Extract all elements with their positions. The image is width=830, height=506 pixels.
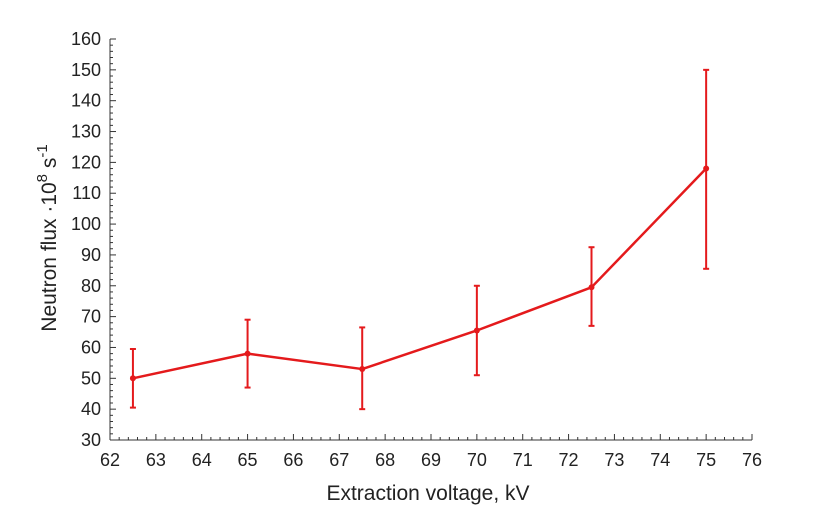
y-tick-label: 130 — [71, 122, 101, 142]
y-axis-label-exponent-1: 8 — [34, 174, 51, 182]
y-tick-label: 160 — [71, 29, 101, 49]
ticks: 62 63 64 65 66 67 68 69 70 71 72 73 74 75 76 30 40 50 60 70… — [71, 29, 762, 470]
y-axis-label-exponent-2: -1 — [34, 144, 51, 157]
y-tick-label: 120 — [71, 152, 101, 172]
x-tick-label: 65 — [238, 450, 258, 470]
x-tick-label: 76 — [742, 450, 762, 470]
x-tick-label: 73 — [604, 450, 624, 470]
y-tick-label: 50 — [81, 368, 101, 388]
y-tick-label: 40 — [81, 399, 101, 419]
y-tick-label: 80 — [81, 276, 101, 296]
y-axis-label: Neutron flux ·108 s-1 — [34, 144, 61, 331]
y-axis-label-base: Neutron flux ·10 — [38, 182, 61, 331]
x-tick-label: 70 — [467, 450, 487, 470]
x-tick-label: 64 — [192, 450, 212, 470]
y-tick-label: 30 — [81, 430, 101, 450]
x-tick-label: 62 — [100, 450, 120, 470]
x-tick-label: 75 — [696, 450, 716, 470]
y-tick-label: 110 — [72, 183, 101, 203]
y-tick-label: 90 — [81, 245, 101, 265]
data-point — [703, 165, 710, 172]
data-series — [129, 68, 710, 411]
x-axis-label: Extraction voltage, kV — [326, 482, 529, 505]
x-tick-label: 74 — [650, 450, 670, 470]
x-tick-label: 68 — [375, 450, 395, 470]
x-tick-label: 66 — [283, 450, 303, 470]
x-tick-label: 69 — [421, 450, 441, 470]
y-tick-label: 60 — [81, 337, 101, 357]
x-tick-label: 71 — [513, 450, 533, 470]
series-line — [132, 167, 708, 380]
x-tick-label: 72 — [559, 450, 579, 470]
y-tick-label: 70 — [81, 307, 101, 327]
data-point — [588, 284, 595, 291]
y-tick-label: 100 — [71, 214, 101, 234]
y-axis-label-unit: s — [38, 158, 61, 174]
y-tick-label: 140 — [71, 91, 101, 111]
data-point — [359, 366, 366, 373]
data-point — [473, 327, 480, 334]
axes — [109, 39, 752, 441]
x-tick-label: 63 — [146, 450, 166, 470]
data-point — [129, 375, 136, 382]
y-tick-label: 150 — [71, 60, 101, 80]
data-point — [244, 350, 251, 357]
x-tick-label: 67 — [329, 450, 349, 470]
